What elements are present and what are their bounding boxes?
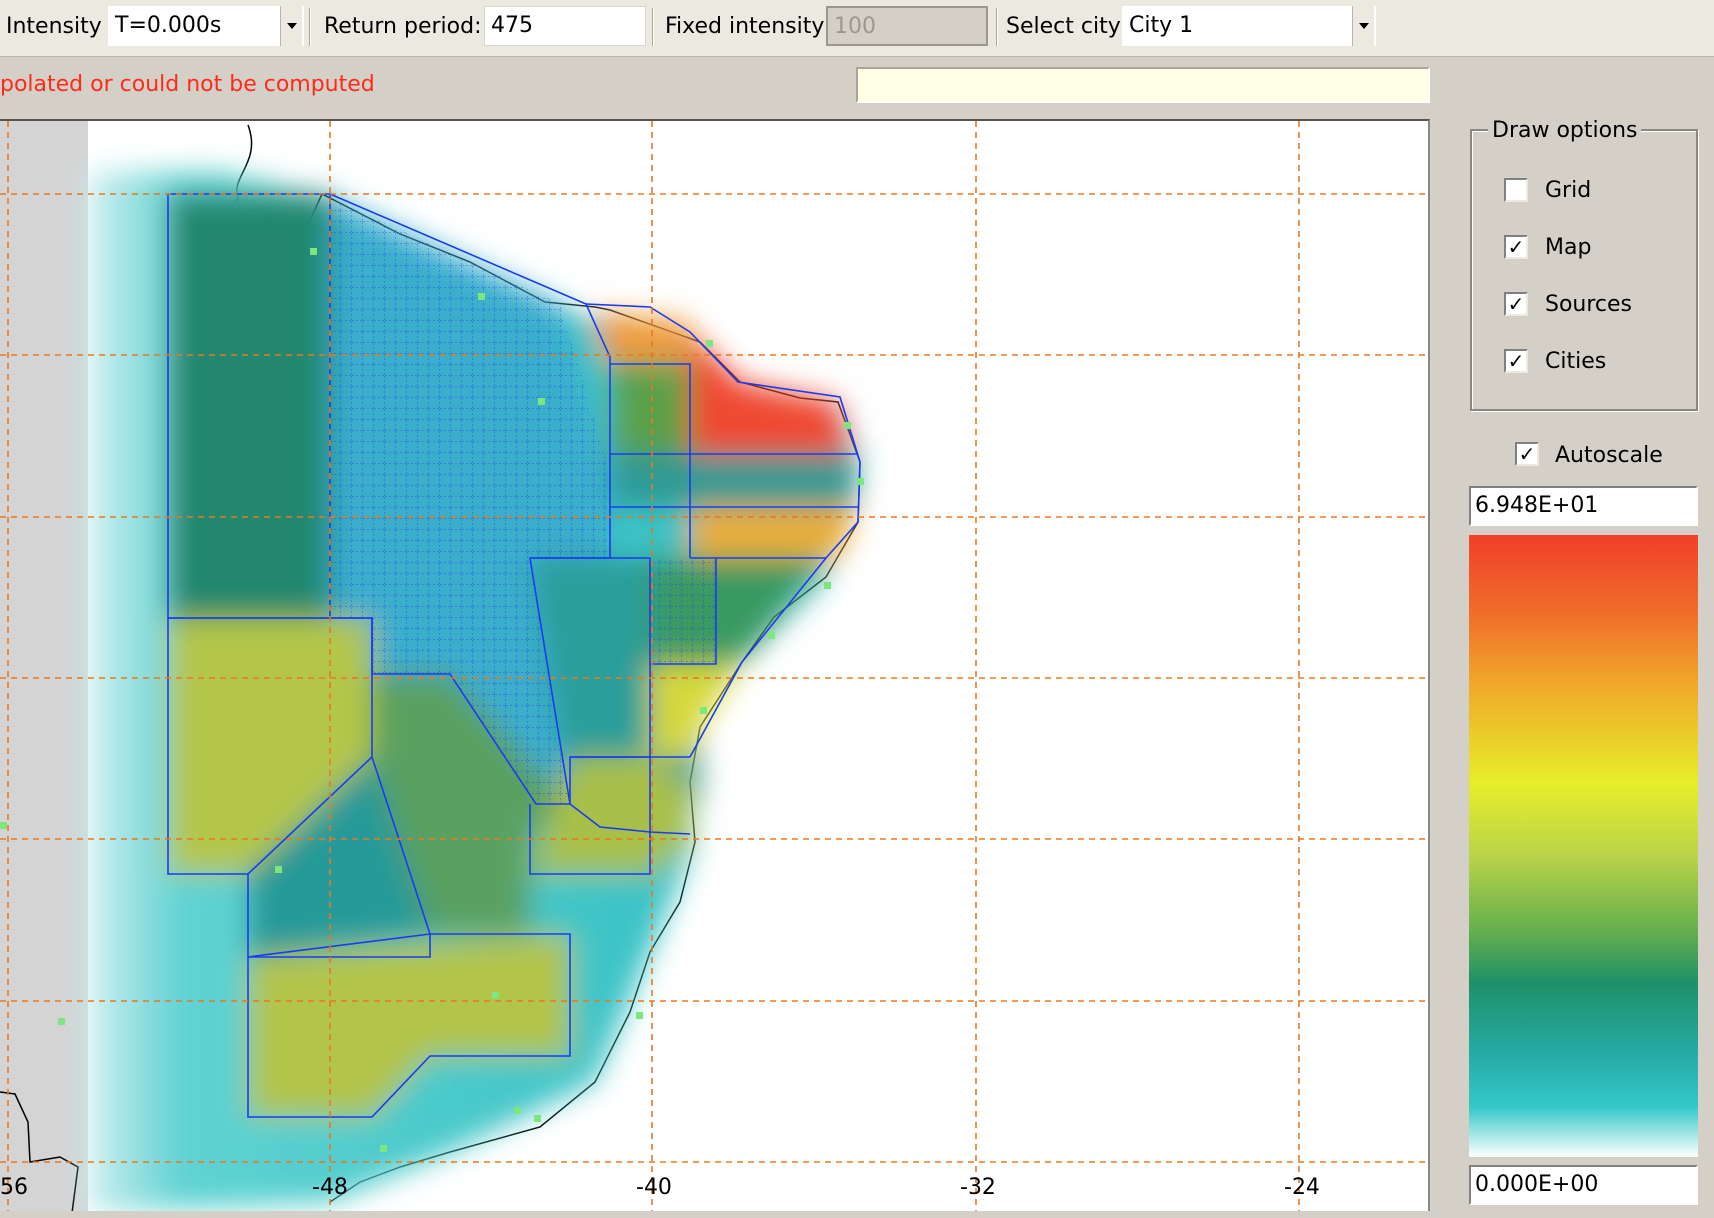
graticule (0, 121, 1428, 1211)
cities-checkbox[interactable]: ✓ (1504, 349, 1528, 373)
city-marker (857, 478, 864, 485)
hazard-zone-south (248, 934, 570, 1117)
autoscale-checkbox[interactable]: ✓ (1515, 442, 1539, 466)
source-mesh (330, 198, 716, 804)
zone-border (610, 363, 691, 558)
zone-border (167, 617, 373, 875)
hazard-zone-northeast-green (610, 364, 690, 454)
sources-checkbox[interactable]: ✓ (1504, 292, 1528, 316)
city-marker (768, 632, 775, 639)
toolbar-separator (652, 8, 654, 46)
city-marker (275, 866, 282, 873)
hazard-map[interactable] (0, 119, 1430, 1211)
cities-checkbox-label: Cities (1545, 349, 1607, 374)
scale-min-input[interactable]: 0.000E+00 (1469, 1165, 1698, 1205)
x-tick-label: 56 (0, 1175, 28, 1200)
intensity-select[interactable]: T=0.000s (108, 6, 304, 46)
fixed-intensity-input[interactable]: 100 (826, 6, 988, 46)
city-dropdown-button[interactable] (1352, 6, 1374, 46)
city-marker (58, 1018, 65, 1025)
hazard-zone-southwest (168, 618, 372, 874)
city-marker (514, 1107, 521, 1114)
landmass-region (0, 121, 88, 1211)
intensity-select-value: T=0.000s (115, 13, 222, 38)
hazard-zone-northeast-mid (612, 454, 856, 507)
city-marker (636, 1012, 643, 1019)
zone-border (585, 303, 861, 758)
status-message: polated or could not be computed (0, 72, 375, 97)
toolbar-separator (309, 8, 311, 46)
grid-checkbox-label: Grid (1545, 178, 1592, 203)
draw-options-title: Draw options (1488, 116, 1642, 146)
sources-checkbox-label: Sources (1545, 292, 1633, 317)
scale-max-input[interactable]: 6.948E+01 (1469, 486, 1698, 526)
city-select-value: City 1 (1129, 13, 1194, 38)
return-period-label: Return period: (324, 14, 482, 39)
zone-border (650, 558, 717, 758)
city-select[interactable]: City 1 (1122, 6, 1376, 46)
x-tick-label: -40 (636, 1175, 672, 1200)
hazard-zone-northeast-south (690, 507, 856, 558)
city-marker (534, 1115, 541, 1122)
hazard-zone-south-triangle (248, 757, 430, 957)
city-marker (844, 422, 851, 429)
message-box (856, 67, 1430, 103)
map-canvas (0, 121, 1428, 1211)
intensity-label: Intensity (6, 14, 102, 39)
intensity-dropdown-button[interactable] (280, 6, 302, 46)
x-tick-label: -48 (312, 1175, 348, 1200)
select-city-label: Select city (1006, 14, 1121, 39)
city-marker (478, 293, 485, 300)
color-scale-bar (1469, 535, 1698, 1157)
city-marker (0, 822, 7, 829)
city-marker (700, 707, 707, 714)
zone-border (247, 933, 571, 1118)
autoscale-label: Autoscale (1555, 443, 1663, 468)
map-checkbox[interactable]: ✓ (1504, 235, 1528, 259)
zone-border (569, 803, 691, 835)
city-marker (492, 992, 499, 999)
hazard-zone-west (168, 194, 330, 618)
map-checkbox-label: Map (1545, 235, 1592, 260)
zone-border (247, 756, 432, 958)
city-markers (0, 248, 864, 1152)
x-tick-label: -32 (960, 1175, 996, 1200)
city-marker (706, 340, 713, 347)
city-marker (538, 398, 545, 405)
hazard-zone-northeast-red (690, 332, 850, 454)
hazard-zone-central (372, 674, 570, 934)
hazard-zone-northeast-orange (595, 312, 690, 362)
x-tick-label: -24 (1284, 1175, 1320, 1200)
toolbar-separator (996, 8, 998, 46)
city-marker (824, 582, 831, 589)
city-marker (380, 1145, 387, 1152)
coastline-south (0, 1091, 79, 1211)
city-marker (310, 248, 317, 255)
return-period-input[interactable]: 475 (484, 6, 646, 46)
zone-border (529, 756, 651, 875)
fixed-intensity-label: Fixed intensity (665, 14, 825, 39)
hazard-zone-coast-yellow (650, 664, 742, 757)
grid-checkbox[interactable] (1504, 178, 1528, 202)
